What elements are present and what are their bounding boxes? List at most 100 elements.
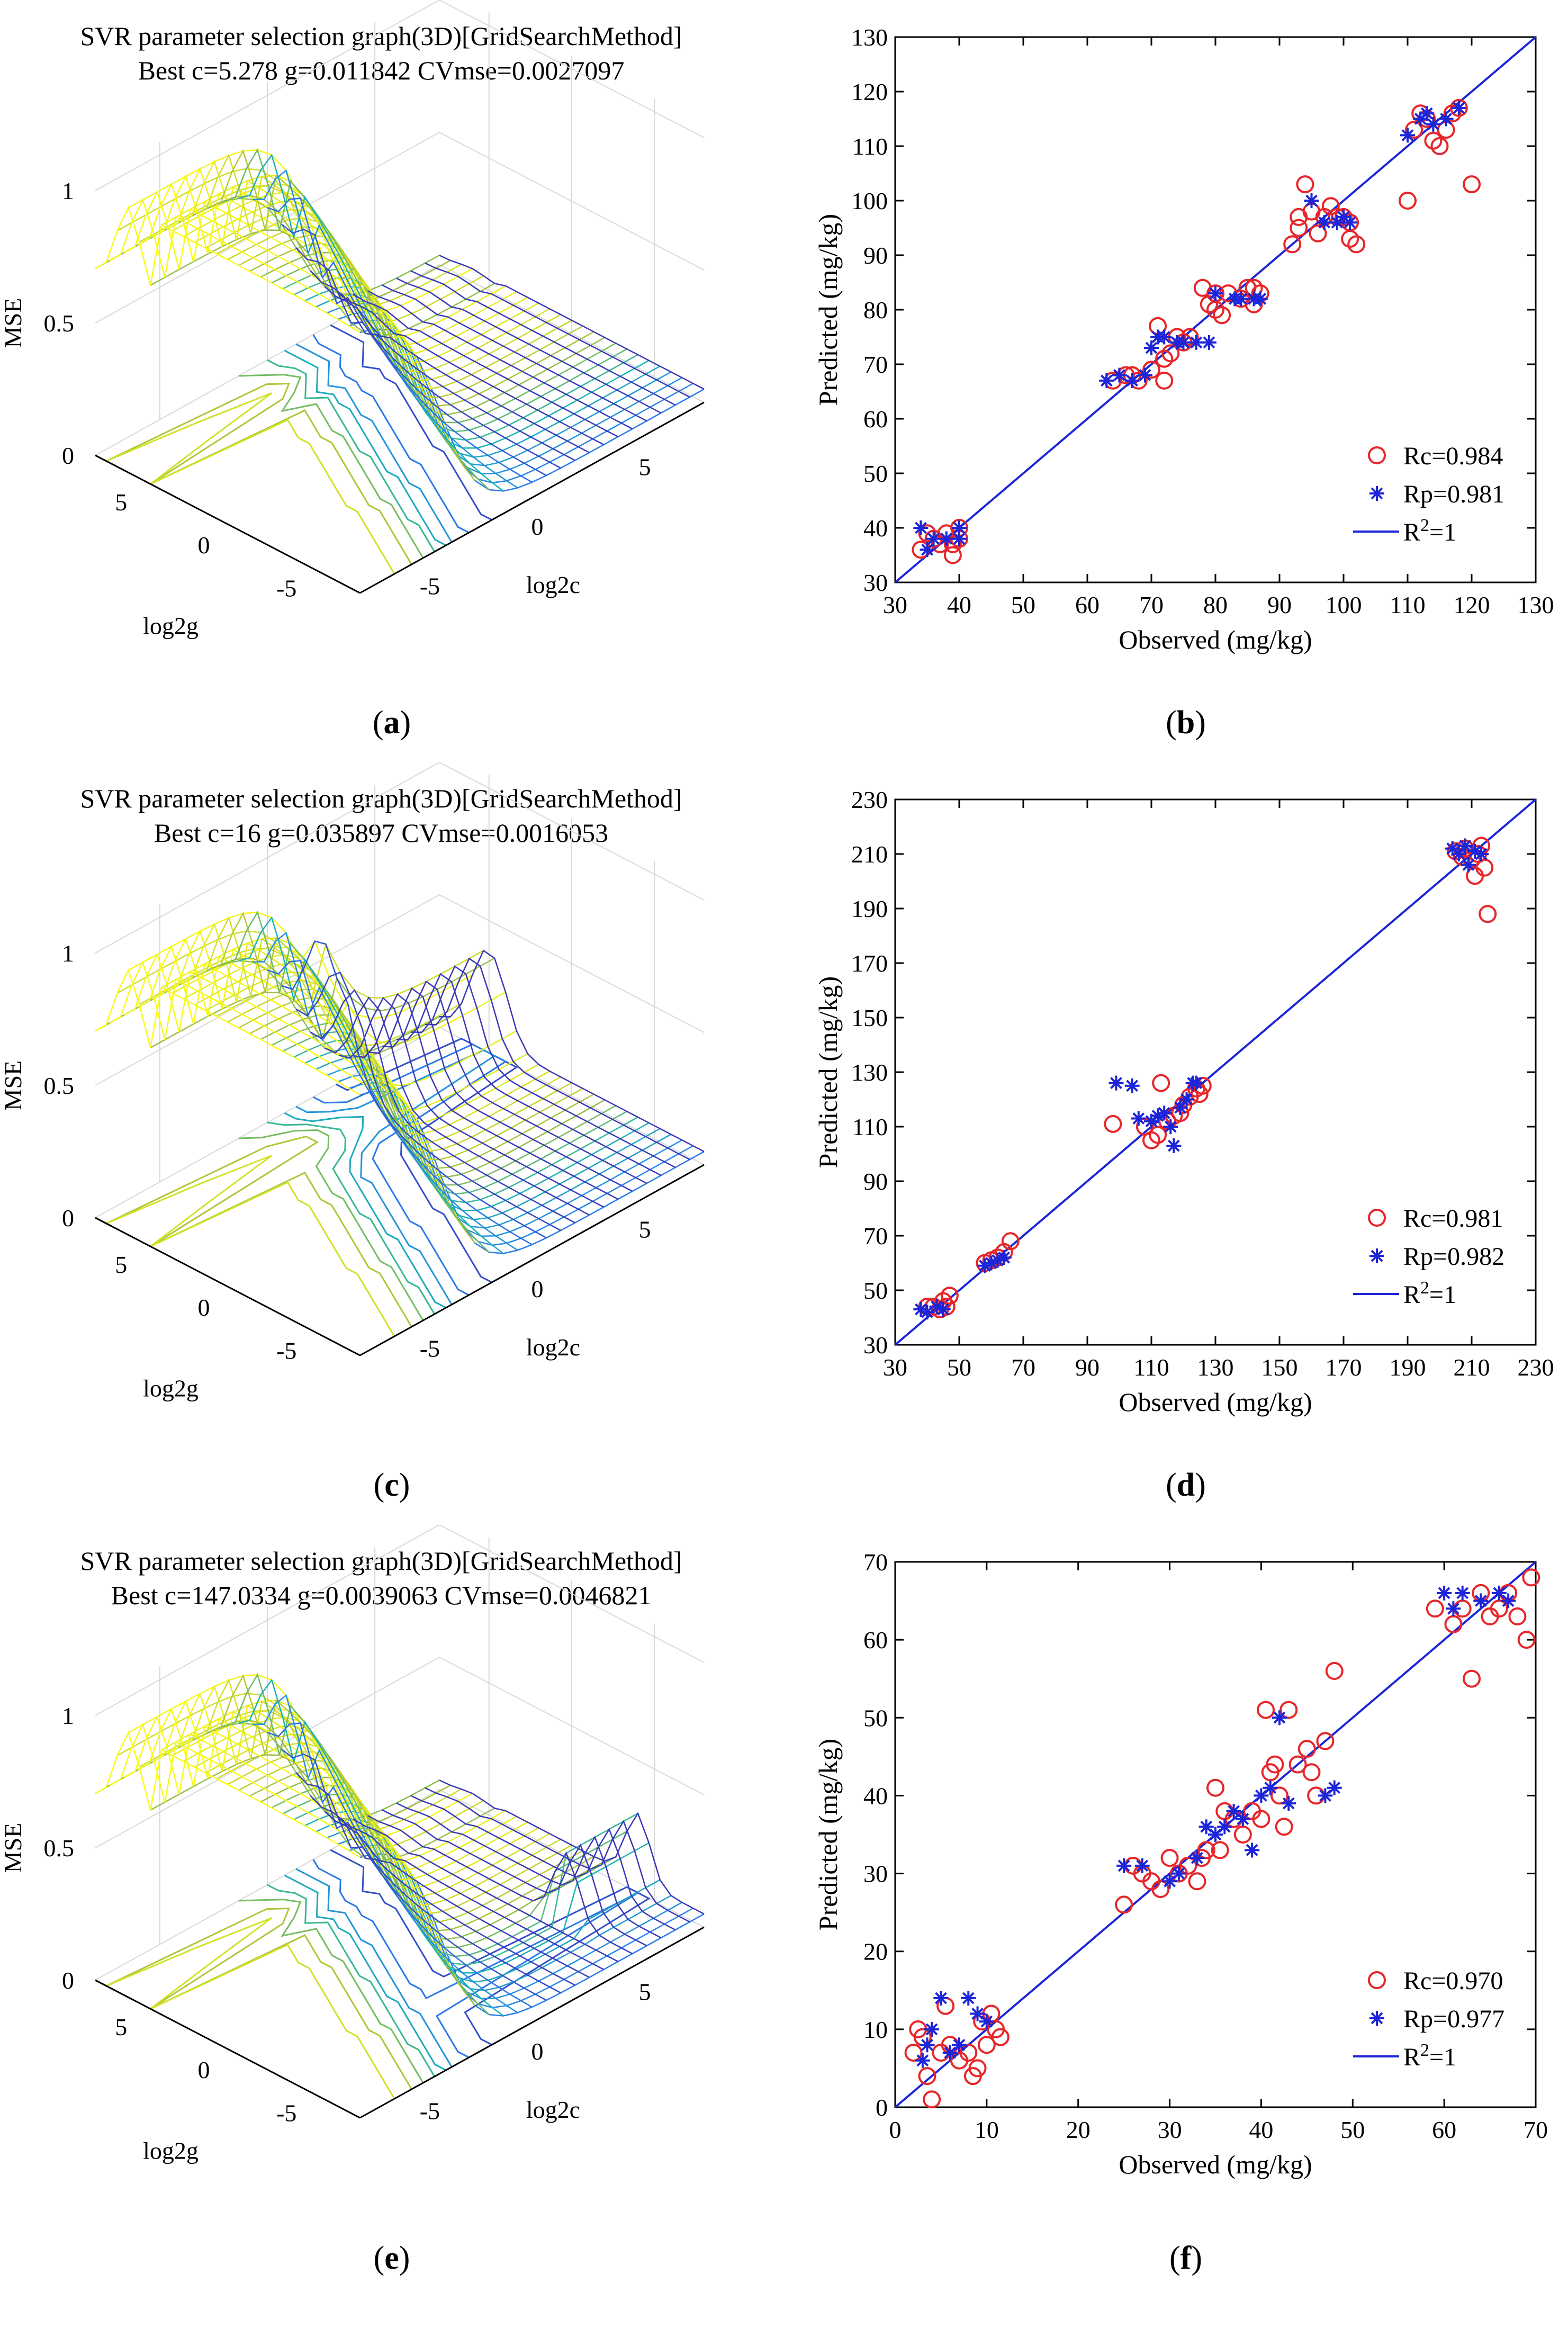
rc-point: [1152, 1074, 1170, 1092]
surface-mesh-line: [95, 968, 361, 1096]
x-tick-label: 60: [1432, 2116, 1456, 2143]
rc-point: [940, 1287, 959, 1305]
legend-r2-label: R2=1: [1403, 516, 1456, 546]
surface-mesh-line: [109, 198, 375, 330]
rc-point: [1463, 175, 1481, 194]
rc-point: [1142, 1131, 1160, 1149]
rp-point: [1327, 1780, 1342, 1795]
rp-point: [961, 1991, 976, 2006]
surface-mesh-line: [281, 1748, 547, 2001]
rc-point: [1290, 219, 1308, 237]
rp-point: [1426, 116, 1441, 132]
rp-point: [996, 1250, 1012, 1265]
surface-mesh-line: [367, 1815, 633, 1955]
rc-point: [1297, 1740, 1316, 1758]
rc-point: [1266, 1755, 1284, 1774]
c-tick-label: -5: [420, 2098, 440, 2125]
floor-contour: [95, 1135, 412, 1327]
surface-mesh-line: [353, 293, 619, 438]
rp-point: [1461, 857, 1476, 873]
surface-mesh-line: [353, 1818, 619, 1963]
floor-contour: [330, 1849, 651, 2046]
x-tick-label: 230: [1518, 1354, 1554, 1381]
floor-contour: [284, 1874, 447, 2071]
surface-mesh-line: [95, 206, 361, 334]
legend-rc-marker: [1368, 446, 1386, 464]
rc-point: [968, 2059, 987, 2078]
floor-contour: [295, 1049, 497, 1305]
legend-rc-label: Rc=0.984: [1403, 442, 1503, 470]
rc-point: [1316, 1732, 1335, 1750]
floor-contour: [95, 1155, 395, 1337]
surface-mesh-line: [425, 1787, 690, 1923]
floor-contour: [330, 324, 492, 521]
y-tick-label: 40: [863, 515, 888, 542]
rp-point: [1124, 1078, 1140, 1093]
c-axis-label: log2c: [526, 571, 580, 598]
x-tick-label: 120: [1454, 591, 1490, 618]
y-tick-label: 130: [851, 1059, 888, 1086]
rc-point: [977, 2036, 996, 2054]
rp-point: [1173, 1100, 1188, 1115]
rp-point: [1189, 1850, 1205, 1866]
x-tick-label: 80: [1203, 591, 1228, 618]
surface-mesh-line: [260, 1776, 606, 1940]
y-tick-label: 170: [851, 950, 888, 977]
surface-mesh-line: [166, 929, 432, 1152]
g-tick-label: 5: [115, 2014, 127, 2041]
rc-point: [943, 546, 962, 564]
surface-mesh-line: [439, 949, 705, 1153]
y-tick-label: 30: [863, 569, 888, 596]
legend-rp-marker: [1369, 486, 1384, 501]
y-tick-label: 30: [863, 1860, 888, 1887]
surface-mesh-line: [396, 1802, 662, 1939]
rp-point: [939, 531, 954, 546]
rc-point: [1347, 235, 1366, 254]
surface-mesh-line: [439, 255, 705, 390]
rp-point: [924, 2021, 940, 2037]
rc-point: [1149, 1126, 1167, 1144]
x-tick-label: 130: [1197, 1354, 1234, 1381]
surface-mesh-line: [238, 996, 583, 1161]
x-tick-label: 70: [1139, 591, 1164, 618]
rp-point: [1201, 335, 1216, 350]
z-tick-label: 1: [62, 940, 74, 967]
g-tick-label: 0: [198, 532, 210, 559]
rp-point: [1131, 1111, 1146, 1126]
surface-title: SVR parameter selection graph(3D)[GridSe…: [80, 1546, 682, 1576]
z-tick-label: 0.5: [44, 1835, 75, 1862]
legend-rp-label: Rp=0.977: [1403, 2005, 1504, 2033]
y-tick-label: 110: [852, 1113, 888, 1140]
x-tick-label: 170: [1326, 1354, 1362, 1381]
surface-mesh-line: [295, 972, 561, 1232]
rc-point: [1279, 1701, 1298, 1719]
surface-panel-e: SVR parameter selection graph(3D)[GridSe…: [0, 1524, 752, 2224]
surface-mesh-line: [224, 148, 490, 490]
rc-point: [1508, 1607, 1527, 1625]
rp-point: [1171, 1866, 1186, 1881]
rc-point: [918, 524, 936, 543]
rp-point: [1112, 367, 1127, 383]
legend-r2-label: R2=1: [1403, 2041, 1456, 2071]
y-tick-label: 50: [863, 1277, 888, 1304]
surface-mesh-line: [210, 911, 475, 1244]
surface-mesh-line: [238, 1759, 583, 1923]
y-tick-label: 230: [851, 786, 888, 813]
floor-contour: [284, 1112, 447, 1309]
g-axis-label: log2g: [143, 2137, 199, 2164]
rp-point: [920, 542, 935, 558]
rp-point: [1318, 1788, 1333, 1803]
y-tick-label: 100: [851, 187, 888, 214]
scatter-plot-d: 30 50 70 90 110 130 150 170 190 210 230 30 50 70 90 110…: [813, 786, 1554, 1417]
rp-point: [1176, 335, 1191, 350]
rp-point: [1245, 1842, 1260, 1858]
z-axis-label: MSE: [0, 1823, 26, 1873]
c-axis-line: [359, 1926, 705, 2119]
rc-point: [1443, 104, 1462, 123]
legend-rc-marker: [1368, 1209, 1386, 1227]
surface-mesh-line: [123, 952, 390, 1093]
surface-mesh-line: [310, 270, 575, 461]
x-axis-label: Observed (mg/kg): [1119, 2150, 1312, 2179]
surface-mesh-line: [295, 247, 561, 469]
rp-point: [1473, 1593, 1489, 1608]
